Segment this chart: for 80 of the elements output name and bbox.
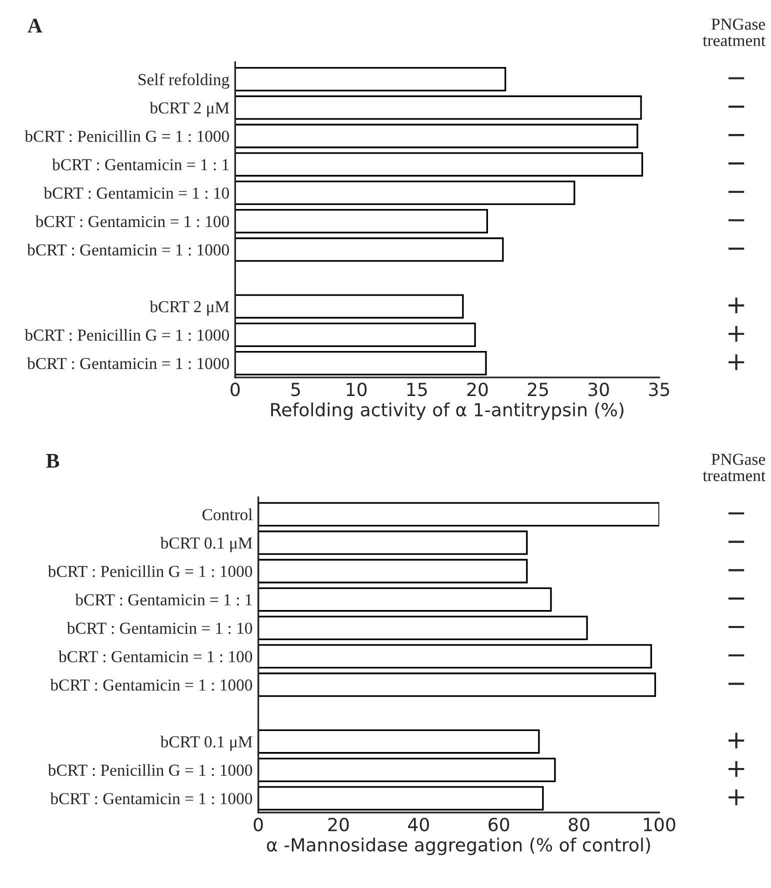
text: PNGase treatment	[702, 18, 766, 46]
text: −	[728, 654, 744, 656]
text: +	[728, 761, 744, 777]
text: −	[728, 162, 744, 164]
bar	[258, 672, 656, 697]
x-tick-label: 60	[488, 818, 510, 832]
x-axis-title: Refolding activity of α 1-antitrypsin (%)	[271, 402, 624, 420]
text: +	[728, 326, 744, 342]
text: −	[728, 248, 744, 250]
text: +	[728, 790, 744, 806]
text: +	[728, 298, 744, 314]
bar	[235, 237, 504, 262]
text: +	[728, 354, 744, 370]
text: −	[728, 569, 744, 572]
bar	[235, 294, 464, 319]
y-tick-label: bCRT : Gentamicin = 1 : 1000	[50, 792, 252, 804]
bar	[258, 530, 528, 555]
y-tick-label: bCRT : Penicillin G = 1 : 1000	[24, 130, 229, 142]
x-axis-title: α -Mannosidase aggregation (% of control)	[266, 838, 650, 856]
bar	[258, 587, 552, 612]
x-tick-label: 10	[346, 382, 367, 396]
bar	[235, 180, 576, 205]
y-tick-label: bCRT : Gentamicin = 1 : 100	[35, 215, 229, 228]
bar	[235, 209, 488, 234]
bar	[258, 502, 660, 527]
x-tick-label: 100	[644, 818, 676, 832]
text: −	[728, 190, 744, 193]
bar	[258, 616, 588, 640]
y-tick-label: bCRT : Gentamicin = 1 : 1000	[27, 244, 229, 256]
x-tick-label: 30	[588, 382, 609, 396]
y-tick-label: bCRT 0.1 μM	[160, 536, 252, 552]
bar	[258, 786, 544, 811]
y-tick-label: bCRT : Gentamicin = 1 : 10	[66, 622, 252, 634]
y-tick-label: bCRT : Gentamicin = 1 : 1	[75, 594, 252, 606]
x-tick-label: 40	[408, 818, 429, 832]
y-tick-label: bCRT 2 μM	[150, 300, 230, 316]
x-tick-label: 15	[407, 382, 427, 396]
bar	[258, 729, 540, 754]
bar	[235, 351, 487, 376]
y-tick-label: bCRT : Penicillin G = 1 : 1000	[24, 329, 229, 341]
bar	[258, 558, 528, 584]
y-tick-label: bCRT : Penicillin G = 1 : 1000	[48, 565, 252, 578]
y-tick-label: bCRT 2 μM	[150, 102, 230, 117]
y-tick-label: Self refolding	[138, 73, 230, 89]
text: −	[728, 682, 744, 685]
y-tick-label: bCRT : Gentamicin = 1 : 10	[44, 187, 229, 199]
text: −	[728, 512, 744, 514]
text: −	[728, 219, 744, 222]
x-tick-label: 80	[568, 818, 590, 832]
text: −	[728, 134, 744, 136]
x-tick-label: 25	[528, 382, 548, 396]
bar	[235, 322, 476, 347]
bar	[235, 124, 638, 148]
text: +	[728, 732, 744, 748]
y-tick-label: bCRT 0.1 μM	[160, 736, 252, 751]
bar	[258, 758, 556, 782]
y-tick-label: bCRT : Gentamicin = 1 : 100	[58, 650, 252, 662]
y-tick-label: bCRT : Gentamicin = 1 : 1000	[27, 357, 229, 370]
bar	[258, 644, 652, 669]
x-tick-label: 5	[291, 382, 300, 396]
text: PNGase treatment	[702, 454, 766, 482]
y-tick-label: Control	[202, 508, 252, 520]
text: −	[728, 77, 744, 80]
bar	[235, 152, 644, 177]
bar	[235, 95, 642, 120]
x-tick-label: 0	[230, 382, 240, 396]
y-tick-label: bCRT : Penicillin G = 1 : 1000	[48, 764, 252, 776]
text: −	[728, 106, 744, 108]
y-tick-label: bCRT : Gentamicin = 1 : 1	[52, 158, 229, 170]
bar	[235, 67, 506, 92]
y-tick-label: bCRT : Gentamicin = 1 : 1000	[50, 678, 252, 691]
x-tick-label: 0	[254, 818, 263, 832]
text: −	[728, 626, 744, 628]
text: −	[728, 598, 744, 600]
text: A	[28, 18, 42, 32]
text: −	[728, 540, 744, 543]
x-tick-label: 20	[328, 818, 349, 832]
text: B	[46, 454, 60, 468]
x-tick-label: 35	[649, 382, 670, 396]
x-tick-label: 20	[467, 382, 488, 396]
